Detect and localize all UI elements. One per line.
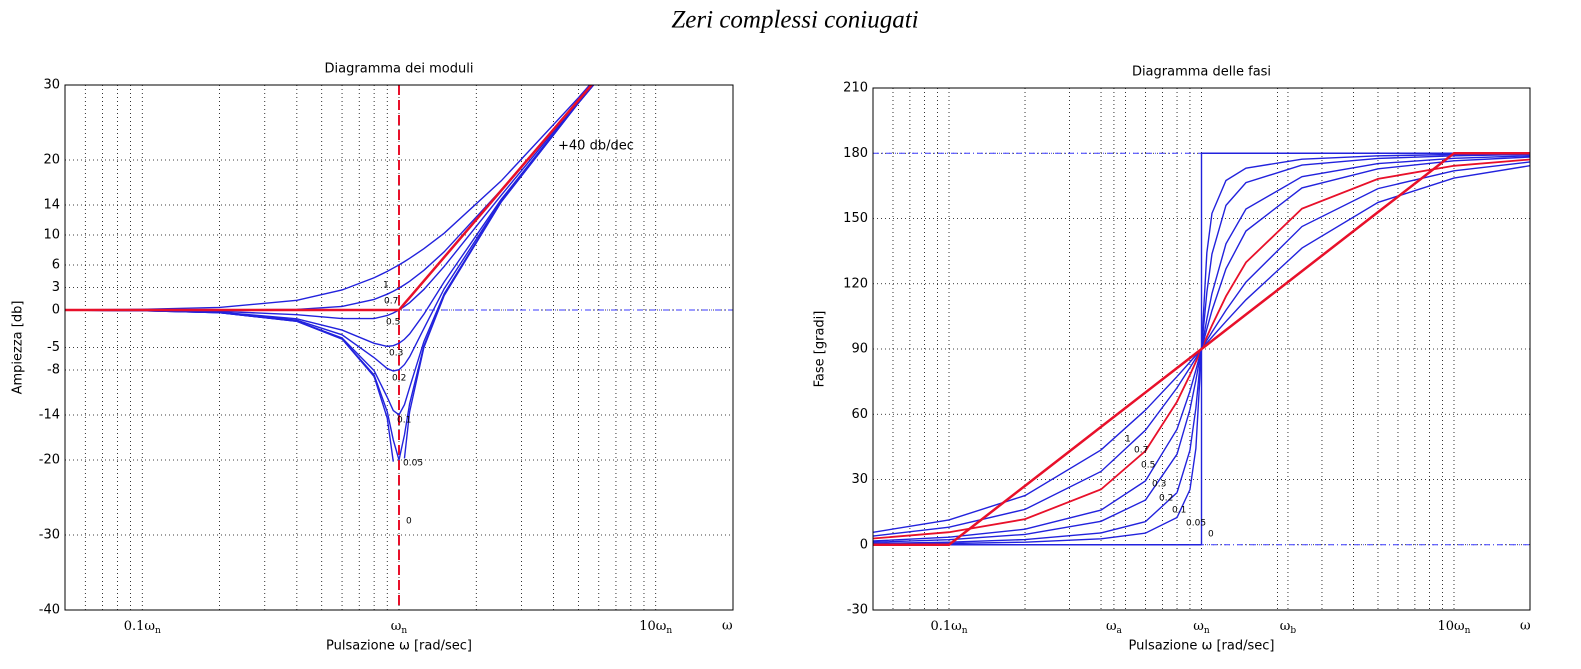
curve-label: 0.05 xyxy=(403,459,423,469)
y-tick-label: -20 xyxy=(39,453,60,468)
y-tick-label: 30 xyxy=(43,78,60,93)
x-axis-label: Pulsazione ω [rad/sec] xyxy=(326,639,472,654)
curve-label: 0.3 xyxy=(1152,480,1166,490)
plot-frame xyxy=(64,84,734,611)
curve-label: 0.3 xyxy=(389,349,403,359)
curve-label: 0 xyxy=(1208,530,1214,540)
x-axis-symbol: ω xyxy=(722,619,733,634)
y-tick-label: 20 xyxy=(43,153,60,168)
y-axis-label: Ampiezza [db] xyxy=(11,301,26,395)
y-tick-label: 0 xyxy=(52,303,60,318)
y-tick-label: -8 xyxy=(47,363,60,378)
y-tick-label: 60 xyxy=(851,407,868,422)
chart-title: Diagramma dei moduli xyxy=(325,62,474,77)
y-tick-label: 6 xyxy=(52,258,60,273)
plot-frame xyxy=(872,87,1531,611)
x-tick-label: 0.1ωn xyxy=(930,619,967,636)
y-tick-label: -14 xyxy=(39,408,60,423)
y-tick-label: 30 xyxy=(851,472,868,487)
x-axis-symbol: ω xyxy=(1520,619,1531,634)
chart: 0.1ωn ωa ωn ωb 10ωn-30030609012015018021010.… xyxy=(813,65,1531,654)
y-axis-label: Fase [gradi] xyxy=(813,311,828,388)
y-tick-label: 180 xyxy=(843,146,868,161)
curves xyxy=(65,85,595,462)
y-tick-label: 210 xyxy=(843,81,868,96)
chart: 0.1ωn ωn 10ωn-40-30-20-14-8-50361014203010… xyxy=(11,62,734,654)
curve-label: 0.5 xyxy=(386,318,400,328)
curve-label: 0.1 xyxy=(397,416,411,426)
y-tick-label: 90 xyxy=(851,342,868,357)
y-tick-label: 10 xyxy=(43,228,60,243)
x-tick-label: ωa xyxy=(1106,619,1123,636)
x-tick-label: 10ωn xyxy=(1438,619,1471,636)
curve-label: 0.05 xyxy=(1186,519,1206,529)
curve-label: 0.7 xyxy=(1134,446,1148,456)
curve-label: 0.2 xyxy=(1159,494,1173,504)
x-tick-label: 10ωn xyxy=(639,619,672,636)
x-axis-label: Pulsazione ω [rad/sec] xyxy=(1129,639,1275,654)
chart-title: Diagramma delle fasi xyxy=(1132,65,1271,80)
annotation: +40 db/dec xyxy=(558,139,634,154)
y-tick-label: -30 xyxy=(39,528,60,543)
y-tick-label: 150 xyxy=(843,211,868,226)
curve-label: 1 xyxy=(383,281,389,291)
curve-label: 0.7 xyxy=(384,297,398,307)
y-tick-label: 0 xyxy=(860,537,868,552)
x-tick-label: ωb xyxy=(1280,619,1297,636)
curve-label: 0.1 xyxy=(1172,506,1186,516)
y-tick-label: -40 xyxy=(39,603,60,618)
y-tick-label: -30 xyxy=(847,603,868,618)
curve-label: 0.5 xyxy=(1141,461,1155,471)
asymptote xyxy=(873,152,1530,546)
curve xyxy=(65,85,591,311)
y-tick-label: 120 xyxy=(843,276,868,291)
x-tick-label: 0.1ωn xyxy=(124,619,161,636)
y-tick-label: 14 xyxy=(43,198,60,213)
page-title: Zeri complessi coniugati xyxy=(671,7,918,34)
asymptote xyxy=(65,85,594,312)
x-tick-label: ωn xyxy=(1193,619,1210,636)
y-tick-label: 3 xyxy=(52,280,60,295)
x-tick-label: ωn xyxy=(391,619,408,636)
curve-label: 0.2 xyxy=(392,374,406,384)
curves xyxy=(873,152,1530,546)
y-tick-label: -5 xyxy=(47,340,60,355)
curve-label: 1 xyxy=(1125,435,1131,445)
curve-label: 0 xyxy=(406,517,412,527)
